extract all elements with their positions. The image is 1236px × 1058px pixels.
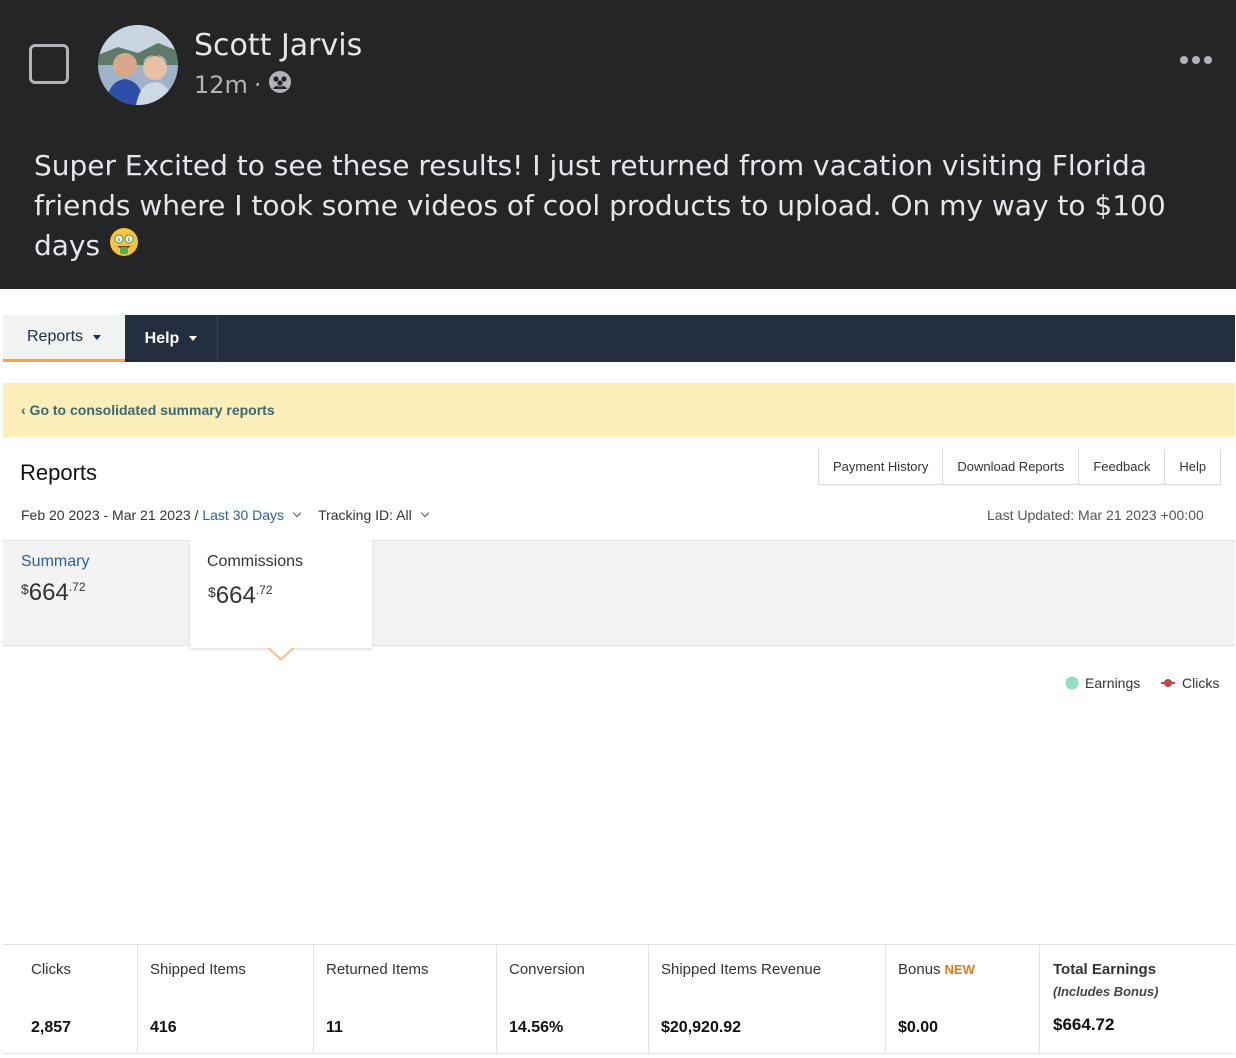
nav-tab-help[interactable]: Help [125, 315, 218, 362]
nav-tab-reports[interactable]: Reports [3, 315, 125, 362]
reports-caret-icon [93, 334, 102, 340]
summary-whole: 664 [28, 579, 69, 606]
stat-value: 416 [150, 1019, 177, 1036]
summary-currency: $ [21, 581, 29, 597]
last-updated: Last Updated: Mar 21 2023 +00:00 [987, 507, 1204, 523]
commissions-currency: $ [208, 584, 216, 600]
report-actions: Payment History Download Reports Feedbac… [818, 449, 1222, 485]
commissions-amount: $664.72 [208, 582, 273, 610]
post-time[interactable]: 12m [194, 71, 248, 99]
bonus-label: Bonus [898, 961, 941, 978]
legend-clicks-swatch [1164, 679, 1172, 687]
legend-earnings-label: Earnings [1085, 675, 1140, 691]
commissions-card[interactable]: Commissions $664.72 [190, 540, 372, 648]
new-badge: NEW [944, 962, 975, 977]
stat-value: $20,920.92 [661, 1019, 742, 1036]
facebook-post: Scott Jarvis 12m · Super Excited to see … [0, 0, 1236, 289]
nav-help-label: Help [144, 329, 180, 347]
help-tab[interactable]: Help [1164, 449, 1220, 484]
commissions-cents: .72 [255, 583, 273, 597]
select-checkbox[interactable] [29, 44, 69, 84]
summary-strip [3, 540, 1235, 646]
summary-card[interactable]: Summary $664.72 [21, 553, 89, 607]
more-options-icon[interactable] [1180, 56, 1212, 64]
stat-label: Bonus NEW [898, 961, 975, 978]
stat-bonus: Bonus NEW $0.00 [886, 945, 1040, 1053]
money-mouth-face-icon: $ $ [109, 227, 139, 268]
stat-value: $664.72 [1053, 1015, 1115, 1034]
report-screenshot: Reports Help ‹ Go to consolidated summar… [0, 289, 1236, 1058]
tracking-id-dropdown[interactable]: Tracking ID: All [318, 507, 412, 523]
page-title: Reports [20, 460, 98, 485]
group-privacy-icon [268, 70, 292, 100]
payment-history-tab[interactable]: Payment History [833, 459, 929, 474]
stats-row: Clicks 2,857 Shipped Items 416 Returned … [3, 944, 1235, 1054]
date-range: Feb 20 2023 - Mar 21 2023 [21, 507, 191, 523]
stat-value: 2,857 [31, 1019, 72, 1036]
summary-amount: $664.72 [21, 579, 89, 607]
stat-value: 14.56% [509, 1019, 564, 1036]
earnings-clicks-chart: 0$50.00$100.00010020020 Feb232601 Mar040… [1065, 675, 1219, 691]
date-separator: / [190, 507, 203, 523]
card-pointer [267, 647, 295, 661]
avatar[interactable] [98, 25, 178, 105]
stat-value: 11 [326, 1019, 343, 1036]
stat-label: Total Earnings (Includes Bonus) [1053, 961, 1158, 999]
feedback-tab[interactable]: Feedback [1078, 449, 1164, 484]
help-caret-icon [189, 336, 198, 341]
stat-conversion: Conversion 14.56% [497, 945, 649, 1053]
filter-row: Feb 20 2023 - Mar 21 2023 / Last 30 Days… [21, 507, 446, 523]
legend-clicks-label: Clicks [1182, 675, 1219, 691]
svg-text:$: $ [117, 237, 120, 243]
commissions-label: Commissions [207, 553, 304, 570]
stat-label: Returned Items [326, 961, 429, 978]
date-chevron-down-icon [292, 508, 302, 518]
summary-label: Summary [21, 553, 90, 570]
commissions-whole: 664 [215, 582, 256, 609]
consolidated-banner: ‹ Go to consolidated summary reports [3, 383, 1235, 437]
stat-label: Conversion [509, 961, 585, 978]
tracking-chevron-down-icon [420, 508, 429, 518]
stat-label: Shipped Items [150, 961, 246, 978]
post-text: Super Excited to see these results! I ju… [34, 146, 1184, 268]
author-name[interactable]: Scott Jarvis [194, 28, 363, 63]
download-reports-tab[interactable]: Download Reports [942, 449, 1078, 484]
stat-clicks: Clicks 2,857 [3, 945, 138, 1053]
total-earnings-sublabel: (Includes Bonus) [1053, 984, 1159, 999]
stat-shipped-revenue: Shipped Items Revenue $20,920.92 [649, 945, 886, 1053]
total-earnings-label: Total Earnings [1053, 961, 1157, 978]
date-preset-dropdown[interactable]: Last 30 Days [202, 507, 285, 523]
svg-text:$: $ [127, 237, 130, 243]
post-meta: 12m · [194, 70, 292, 100]
stat-total-earnings: Total Earnings (Includes Bonus) $664.72 [1040, 945, 1235, 1053]
summary-cents: .72 [68, 580, 86, 594]
stat-value: $0.00 [898, 1019, 939, 1036]
meta-separator: · [253, 71, 262, 99]
stat-label: Shipped Items Revenue [661, 961, 822, 978]
top-nav: Reports Help [3, 315, 1235, 362]
stat-returned-items: Returned Items 11 [314, 945, 497, 1053]
consolidated-summary-link[interactable]: ‹ Go to consolidated summary reports [21, 402, 275, 418]
stat-shipped-items: Shipped Items 416 [138, 945, 314, 1053]
legend-earnings-swatch [1065, 676, 1079, 690]
nav-reports-label: Reports [26, 328, 84, 345]
stat-label: Clicks [31, 961, 71, 978]
post-body: Super Excited to see these results! I ju… [34, 149, 1166, 262]
